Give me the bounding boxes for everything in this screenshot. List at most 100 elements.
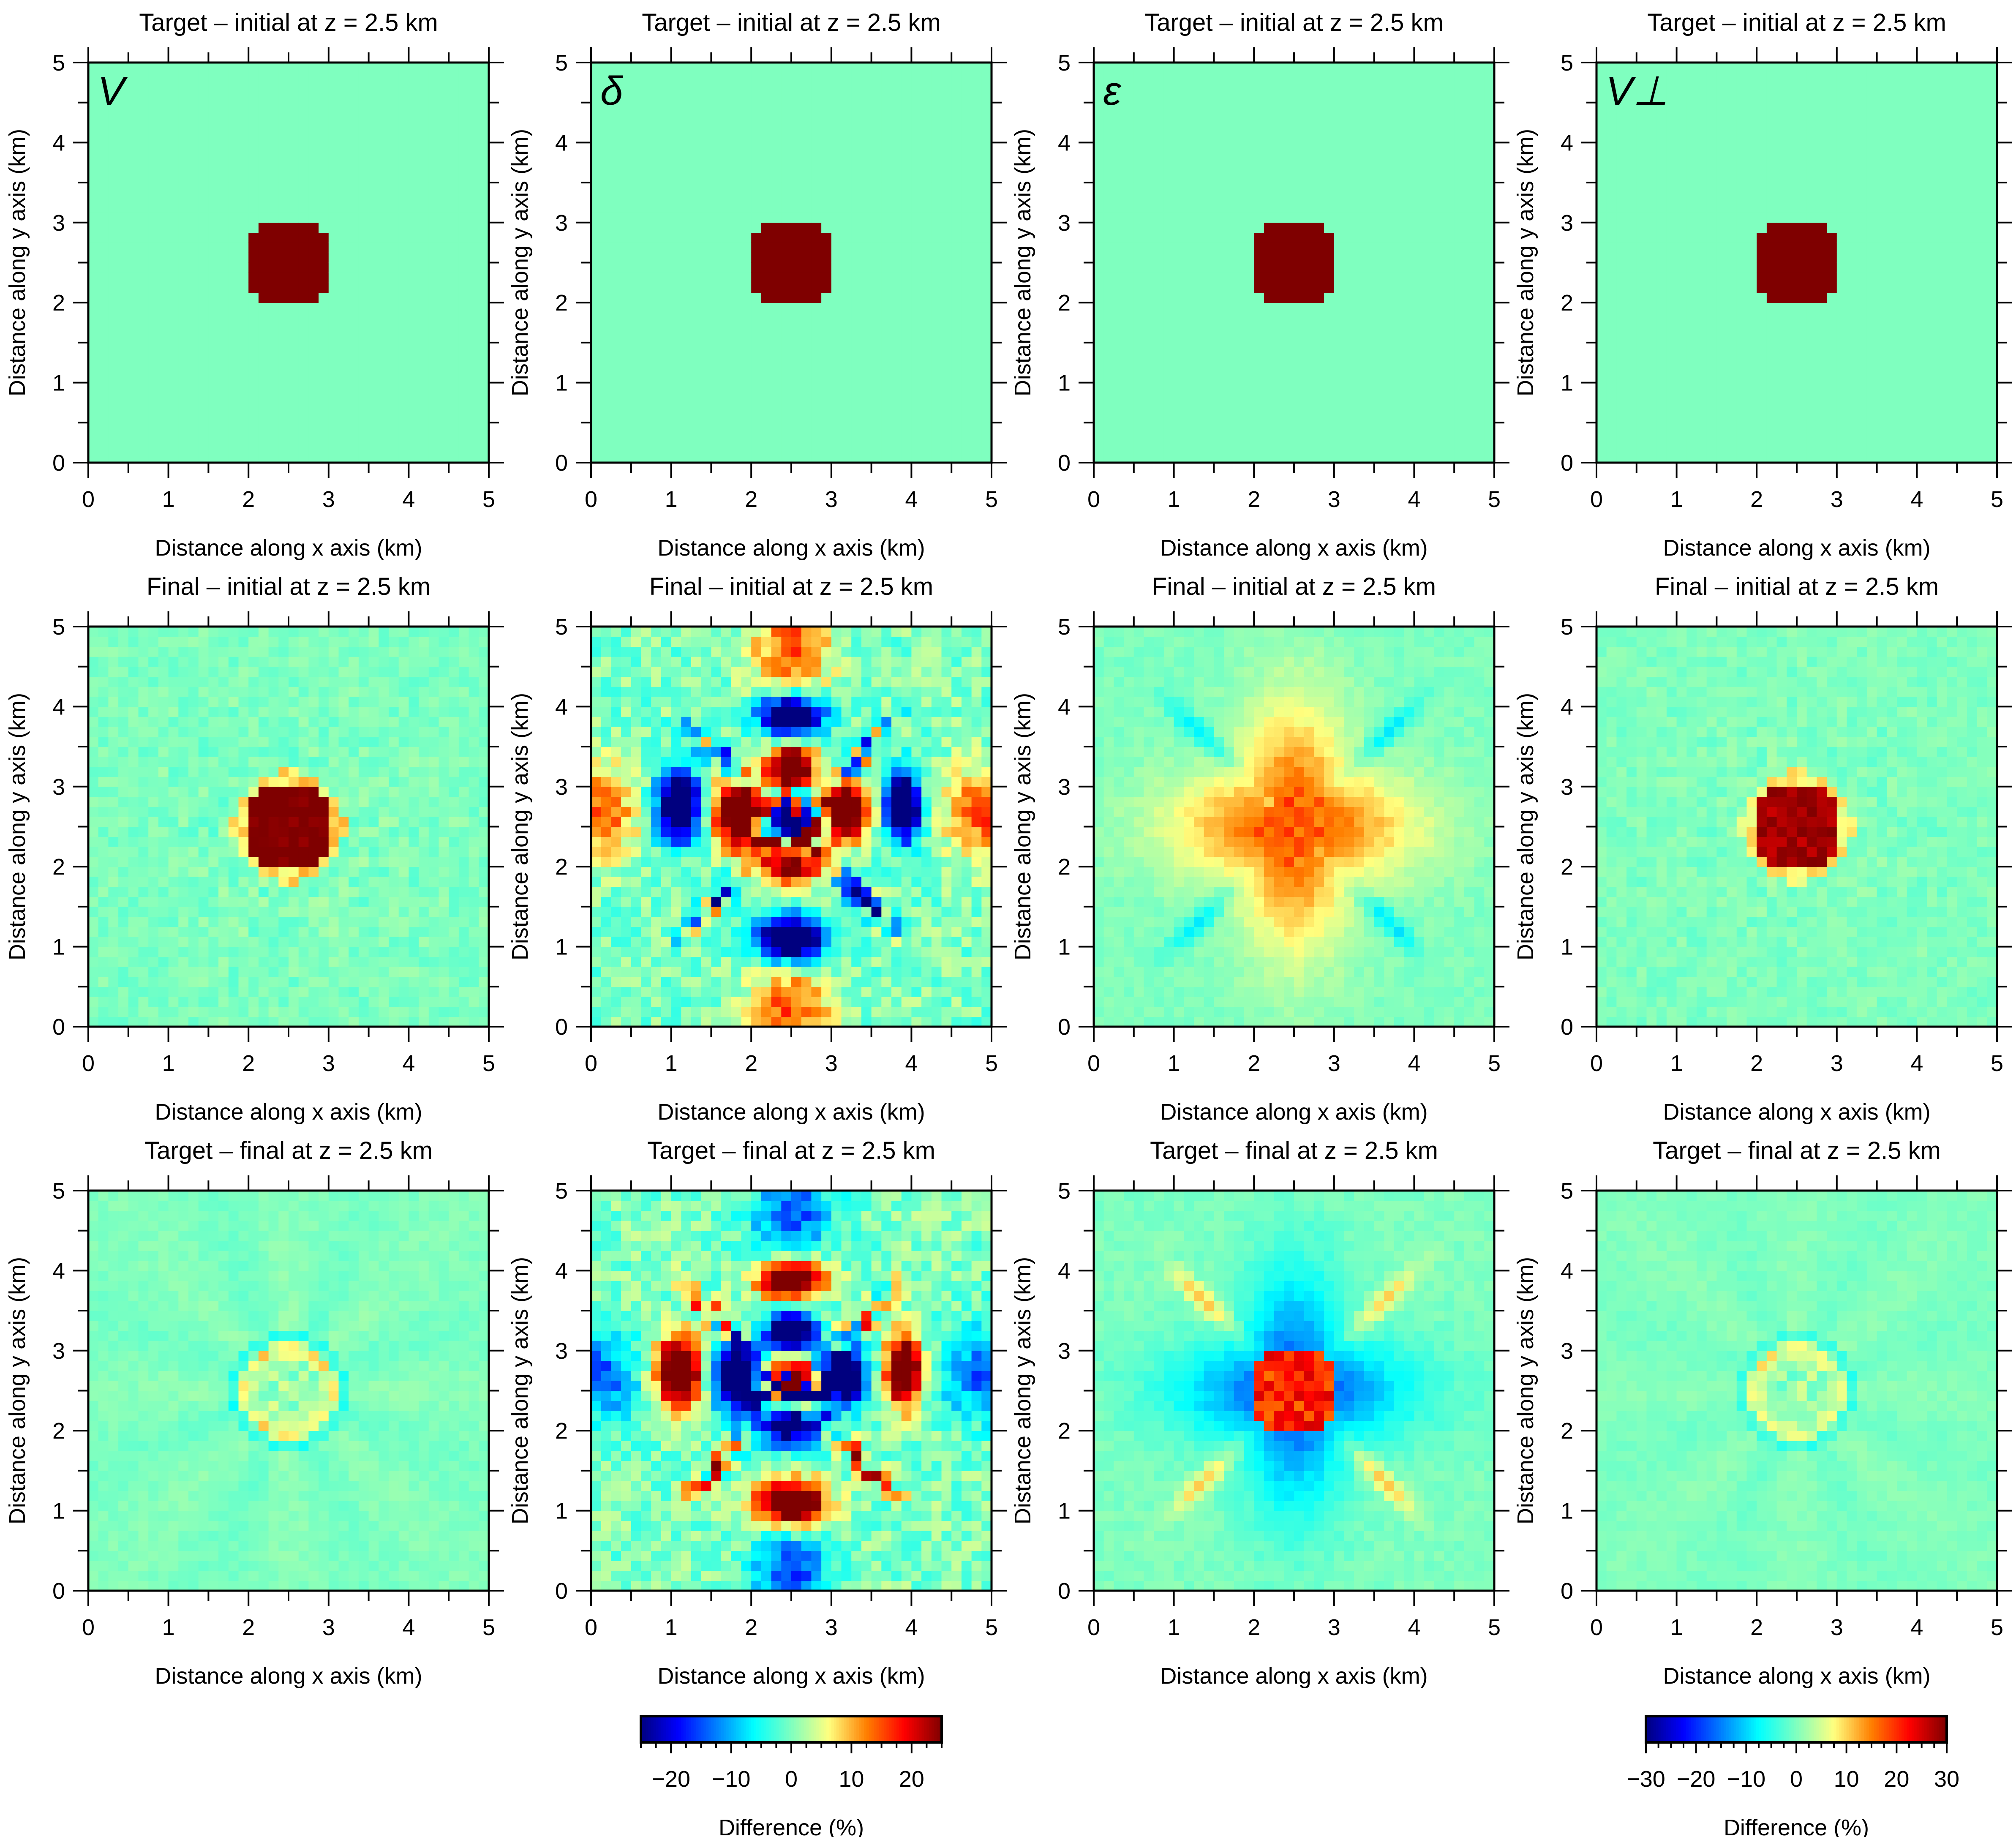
heatmap-cell — [428, 442, 439, 453]
heatmap-cell — [961, 392, 972, 403]
heatmap-cell — [118, 382, 129, 393]
heatmap-cell — [1374, 132, 1385, 143]
heatmap-cell — [328, 102, 339, 113]
heatmap-cell — [148, 303, 159, 313]
heatmap-cell — [1184, 392, 1194, 403]
heatmap-cell — [118, 123, 129, 133]
heatmap-cell — [1274, 213, 1285, 223]
heatmap-cell — [368, 232, 379, 243]
heatmap-cell — [428, 82, 439, 93]
heatmap-cell — [469, 292, 479, 303]
heatmap-cell — [1454, 202, 1465, 213]
heatmap-cell — [308, 322, 319, 333]
heatmap-cell — [289, 262, 299, 273]
heatmap-cell — [1314, 132, 1324, 143]
heatmap-cell — [791, 232, 802, 243]
heatmap-cell — [458, 243, 469, 253]
panel-title: Target – initial at z = 2.5 km — [139, 9, 438, 36]
heatmap-cell — [308, 452, 319, 463]
heatmap-cell — [1474, 372, 1485, 383]
heatmap-cell — [1174, 422, 1185, 433]
heatmap-cell — [1404, 142, 1415, 153]
heatmap-cell — [298, 192, 309, 203]
heatmap-cell — [1224, 72, 1234, 83]
heatmap-cell — [138, 192, 149, 203]
y-tick-label: 0 — [52, 450, 65, 476]
heatmap-cell — [419, 382, 429, 393]
heatmap-cell — [308, 362, 319, 373]
heatmap-cell — [428, 172, 439, 183]
heatmap-cell — [831, 102, 842, 113]
heatmap-cell — [328, 432, 339, 443]
heatmap-cell — [1314, 322, 1324, 333]
heatmap-cell — [741, 172, 752, 183]
heatmap-cell — [439, 202, 449, 213]
heatmap-cell — [1284, 192, 1294, 203]
heatmap-cell — [1454, 252, 1465, 263]
heatmap-cell — [1434, 432, 1445, 443]
heatmap-cell — [1394, 162, 1405, 173]
heatmap-cell — [238, 273, 249, 283]
heatmap-cell — [398, 63, 409, 73]
heatmap-cell — [931, 312, 942, 323]
heatmap-cell — [901, 303, 912, 313]
heatmap-cell — [1264, 312, 1275, 323]
heatmap-cell — [248, 303, 259, 313]
heatmap-cell — [88, 72, 99, 83]
heatmap-cell — [248, 372, 259, 383]
heatmap-cell — [791, 153, 802, 163]
heatmap-cell — [1384, 232, 1395, 243]
heatmap-cell — [1133, 392, 1144, 403]
heatmap-cell — [178, 452, 189, 463]
heatmap-cell — [1444, 153, 1455, 163]
heatmap-cell — [178, 153, 189, 163]
heatmap-cell — [1184, 333, 1194, 343]
heatmap-cell — [1103, 153, 1114, 163]
heatmap-cell — [981, 93, 992, 103]
heatmap-cell — [358, 183, 369, 193]
heatmap-cell — [208, 392, 219, 403]
heatmap-cell — [1184, 442, 1194, 453]
heatmap-cell — [981, 412, 992, 423]
heatmap-cell — [439, 102, 449, 113]
heatmap-cell — [439, 252, 449, 263]
heatmap-cell — [761, 102, 772, 113]
heatmap-cell — [338, 202, 349, 213]
heatmap-cell — [1244, 422, 1254, 433]
heatmap-cell — [711, 243, 722, 253]
heatmap-cell — [1314, 142, 1324, 153]
heatmap-cell — [1474, 72, 1485, 83]
heatmap-cell — [771, 213, 782, 223]
heatmap-cell — [811, 432, 822, 443]
heatmap-cell — [88, 402, 99, 413]
heatmap-cell — [801, 422, 812, 433]
heatmap-cell — [691, 123, 702, 133]
heatmap-cell — [308, 432, 319, 443]
heatmap-cell — [1204, 362, 1215, 373]
heatmap-cell — [198, 452, 209, 463]
heatmap-cell — [1133, 303, 1144, 313]
heatmap-cell — [871, 303, 882, 313]
heatmap-cell — [1214, 273, 1224, 283]
heatmap-cell — [458, 322, 469, 333]
heatmap-cell — [278, 362, 289, 373]
heatmap-cell — [1284, 292, 1294, 303]
heatmap-cell — [439, 312, 449, 323]
heatmap-cell — [661, 262, 672, 273]
heatmap-cell — [379, 252, 389, 263]
heatmap-cell — [1094, 402, 1104, 413]
heatmap-cell — [1304, 412, 1315, 423]
heatmap-cell — [1103, 382, 1114, 393]
heatmap-cell — [1284, 432, 1294, 443]
heatmap-cell — [1324, 172, 1335, 183]
heatmap-cell — [1454, 362, 1465, 373]
heatmap-cell — [1304, 372, 1315, 383]
heatmap-cell — [1174, 382, 1185, 393]
heatmap-cell — [841, 362, 852, 373]
heatmap-cell — [641, 232, 651, 243]
heatmap-cell — [811, 123, 822, 133]
heatmap-cell — [631, 333, 642, 343]
heatmap-cell — [439, 452, 449, 463]
heatmap-cell — [428, 333, 439, 343]
heatmap-cell — [98, 142, 109, 153]
